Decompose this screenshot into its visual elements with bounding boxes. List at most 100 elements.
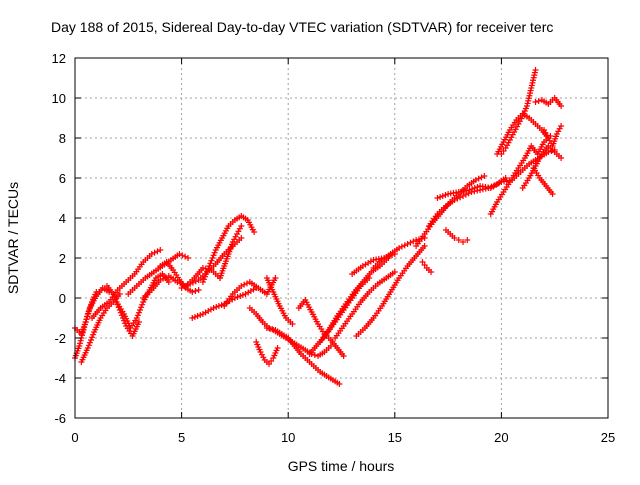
data-point <box>189 289 196 295</box>
data-point <box>237 293 244 299</box>
data-point <box>272 275 279 281</box>
data-point <box>421 243 428 249</box>
data-point <box>189 279 196 286</box>
data-point <box>238 223 245 229</box>
data-point <box>160 275 167 282</box>
data-point <box>157 247 164 253</box>
y-tick-label: -4 <box>54 371 66 386</box>
data-point <box>241 281 248 288</box>
series-sat-x <box>353 243 428 339</box>
data-point <box>202 273 209 280</box>
data-point <box>179 252 186 259</box>
data-point <box>84 345 91 351</box>
y-tick-label: 12 <box>52 51 66 66</box>
data-point <box>455 237 462 243</box>
data-point <box>191 314 198 320</box>
data-point <box>215 303 222 309</box>
data-point <box>135 309 142 316</box>
chart-title: Day 188 of 2015, Sidereal Day-to-day VTE… <box>51 19 553 35</box>
data-point <box>239 292 246 298</box>
axis-ticks: 0 5 10 15 20 25 -6 -4 -2 0 2 4 6 8 10 12 <box>52 51 616 445</box>
data-point <box>111 293 118 300</box>
data-point <box>85 310 92 317</box>
data-point <box>404 241 411 247</box>
data-point <box>195 287 202 293</box>
data-point <box>478 174 485 181</box>
data-point <box>133 315 140 321</box>
y-tick-label: -6 <box>54 411 66 426</box>
data-point <box>311 352 318 358</box>
data-point <box>203 271 210 277</box>
data-point <box>462 191 469 198</box>
data-point <box>407 239 414 246</box>
data-point <box>192 278 199 285</box>
data-point <box>197 312 204 318</box>
data-point <box>238 283 245 289</box>
data-point <box>209 255 216 261</box>
series-sat-d <box>89 247 164 321</box>
data-point <box>532 67 539 73</box>
x-axis-label: GPS time / hours <box>288 458 395 474</box>
series-sat-ah <box>494 111 552 157</box>
series-sat-w <box>332 269 398 341</box>
data-point <box>502 175 509 181</box>
series-sat-i <box>157 259 202 295</box>
data-point <box>238 235 245 241</box>
series-sat-m <box>189 285 260 321</box>
data-point <box>234 294 241 300</box>
plot-frame <box>74 57 609 419</box>
data-point <box>116 291 123 297</box>
data-point <box>211 249 218 256</box>
data-point <box>194 313 201 319</box>
data-point <box>86 339 93 346</box>
data-point <box>157 277 164 283</box>
data-point <box>469 186 476 192</box>
data-point <box>336 381 343 387</box>
data-point <box>474 184 481 190</box>
series-sat-aj <box>532 95 565 109</box>
data-point <box>398 243 405 250</box>
data-point <box>267 326 274 332</box>
series-sat-r <box>285 335 343 387</box>
data-point <box>558 103 565 109</box>
y-tick-label: 4 <box>59 211 66 226</box>
series-sat-ae <box>434 177 516 201</box>
x-tick-label: 10 <box>281 430 295 445</box>
data-point <box>413 237 420 243</box>
series-sat-c <box>78 291 123 365</box>
data-point <box>86 307 93 314</box>
data-point <box>391 251 398 257</box>
series-sat-ad <box>442 227 471 245</box>
series-sat-am <box>509 133 554 181</box>
data-point <box>475 175 482 182</box>
data-point <box>548 148 555 154</box>
data-point <box>77 337 84 344</box>
data-point <box>205 265 212 272</box>
data-point <box>208 257 215 264</box>
data-point <box>481 173 488 179</box>
data-point <box>134 312 141 319</box>
data-point <box>535 98 542 104</box>
y-axis-label: SDTVAR / TECUs <box>5 182 21 294</box>
x-tick-label: 20 <box>494 430 508 445</box>
series-sat-al <box>530 165 556 197</box>
data-point <box>439 193 446 199</box>
data-point <box>138 304 145 311</box>
data-point <box>192 288 199 294</box>
data-point <box>457 194 464 201</box>
data-point <box>428 269 435 275</box>
data-point <box>289 321 296 327</box>
data-point <box>263 325 270 331</box>
data-point <box>549 191 556 197</box>
data-point <box>83 316 90 323</box>
y-tick-label: 2 <box>59 251 66 266</box>
data-point <box>451 197 458 203</box>
data-point <box>547 133 554 139</box>
data-point <box>210 305 217 311</box>
data-point <box>396 245 403 251</box>
data-point <box>383 254 390 260</box>
data-point <box>181 283 188 290</box>
data-point <box>154 248 161 255</box>
